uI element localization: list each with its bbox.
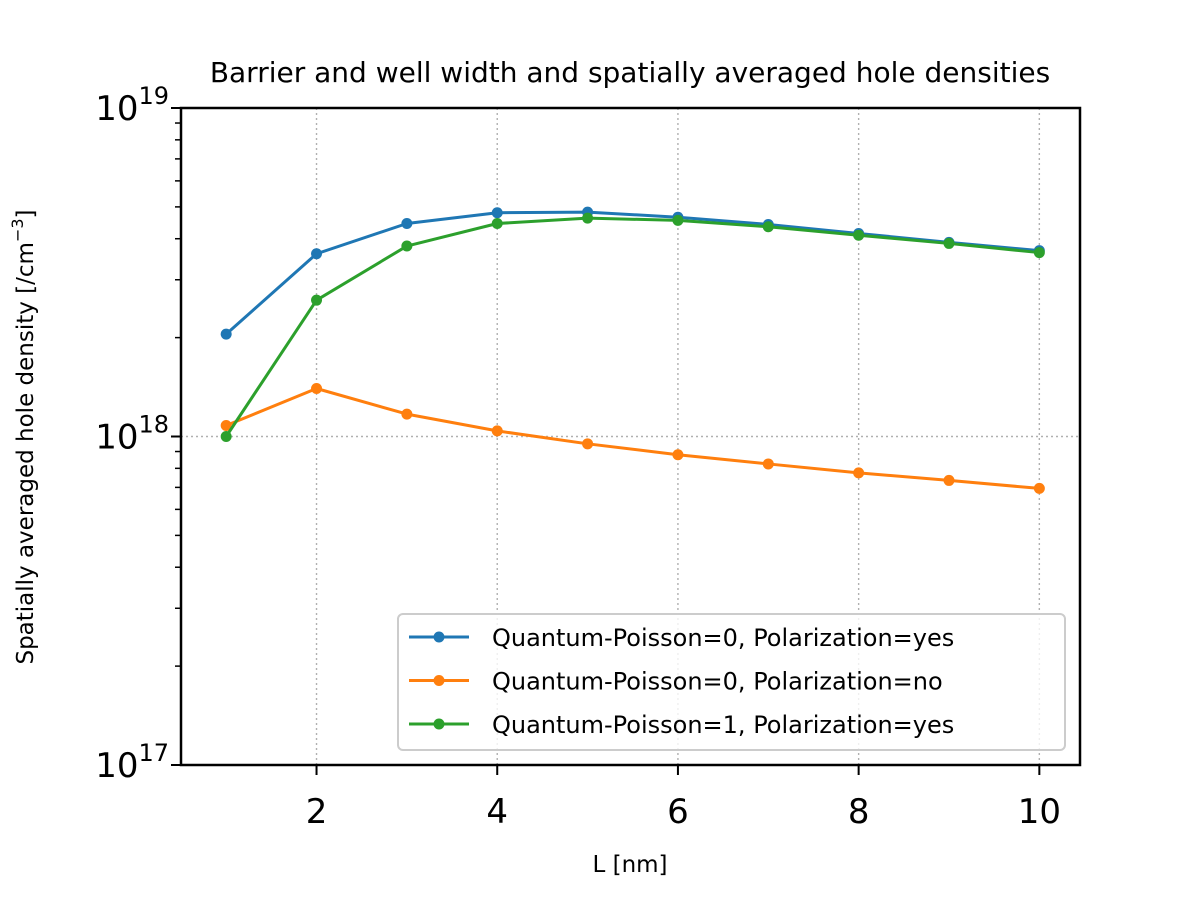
series-3-point bbox=[943, 237, 955, 249]
legend-entries: Quantum-Poisson=0, Polarization=yes Quant… bbox=[409, 624, 954, 739]
series-2-point bbox=[582, 438, 594, 450]
series-3-point bbox=[311, 294, 323, 306]
legend-label: Quantum-Poisson=0, Polarization=yes bbox=[492, 624, 954, 652]
y-tick-exponent: 17 bbox=[138, 739, 169, 767]
series-3-point bbox=[853, 229, 865, 241]
y-tick-base: 10 bbox=[95, 418, 138, 458]
series-3-point bbox=[582, 212, 594, 224]
legend-box bbox=[397, 613, 1066, 751]
y-axis-label: Spatially averaged hole density [/cm−3] bbox=[8, 209, 39, 664]
y-tick-label: 1019 bbox=[95, 82, 169, 129]
legend: Quantum-Poisson=0, Polarization=yes Quant… bbox=[397, 613, 1066, 751]
legend-label: Quantum-Poisson=1, Polarization=yes bbox=[492, 711, 954, 739]
series-1-point bbox=[220, 328, 232, 340]
x-tick-label: 2 bbox=[306, 792, 328, 832]
x-tick-label: 4 bbox=[486, 792, 508, 832]
y-axis-label-end: ] bbox=[13, 209, 39, 218]
x-tick-label: 10 bbox=[1018, 792, 1061, 832]
series-2-point bbox=[491, 425, 503, 437]
x-tick-label: 6 bbox=[667, 792, 689, 832]
y-tick-base: 10 bbox=[95, 89, 138, 129]
series-layer bbox=[220, 206, 1045, 494]
legend-label: Quantum-Poisson=0, Polarization=no bbox=[492, 668, 943, 696]
series-line-3 bbox=[224, 216, 1040, 438]
series-1-point bbox=[491, 207, 503, 219]
series-3-point bbox=[401, 240, 413, 252]
x-tick-label: 8 bbox=[848, 792, 870, 832]
y-tick-exponent: 18 bbox=[138, 411, 169, 439]
legend-swatch-marker bbox=[433, 631, 445, 643]
series-1-point bbox=[311, 248, 323, 260]
series-3-point bbox=[491, 218, 503, 230]
series-2-point bbox=[1033, 482, 1045, 494]
y-tick-base: 10 bbox=[95, 746, 138, 786]
legend-swatch-marker bbox=[433, 718, 445, 730]
series-3-point bbox=[672, 214, 684, 226]
y-axis-label-exponent: −3 bbox=[8, 218, 27, 242]
series-3-point bbox=[762, 221, 774, 233]
chart-title: Barrier and well width and spatially ave… bbox=[210, 56, 1050, 89]
y-tick-exponent: 19 bbox=[138, 82, 169, 110]
series-2-point bbox=[672, 449, 684, 461]
series-1-point bbox=[401, 218, 413, 230]
y-axis-label-main: Spatially averaged hole density [/cm bbox=[13, 242, 39, 664]
series-2-point bbox=[762, 458, 774, 470]
series-3-point bbox=[220, 431, 232, 442]
series-2-point bbox=[943, 474, 955, 486]
y-tick-label: 1017 bbox=[95, 739, 169, 786]
series-2-point bbox=[853, 467, 865, 479]
series-2-point bbox=[311, 382, 323, 394]
x-axis-label: L [nm] bbox=[592, 852, 667, 878]
legend-swatch-marker bbox=[433, 675, 445, 686]
series-3-point bbox=[1033, 247, 1045, 259]
series-line-2 bbox=[225, 387, 1040, 490]
series-2-point bbox=[220, 420, 232, 432]
series-2-point bbox=[401, 408, 413, 420]
y-tick-label: 1018 bbox=[95, 411, 169, 458]
